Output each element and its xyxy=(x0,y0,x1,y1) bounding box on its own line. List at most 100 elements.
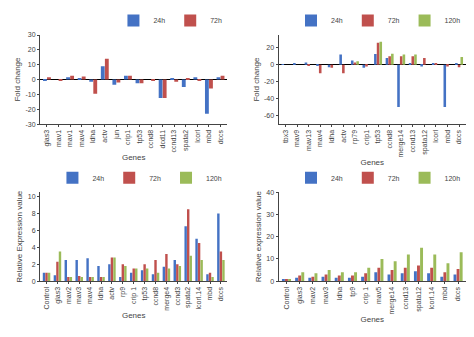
svg-text:mbd: mbd xyxy=(444,130,451,144)
svg-text:Control: Control xyxy=(43,286,50,309)
svg-text:120h: 120h xyxy=(206,175,222,182)
svg-text:dccs: dccs xyxy=(217,286,224,301)
svg-text:glas3: glas3 xyxy=(43,130,51,147)
svg-text:ldha: ldha xyxy=(328,130,335,143)
svg-text:-40: -40 xyxy=(264,95,274,102)
svg-text:-20: -20 xyxy=(25,106,35,113)
svg-text:ccnd8: ccnd8 xyxy=(147,130,154,149)
svg-text:mav13: mav13 xyxy=(305,130,312,151)
svg-text:lcorl.14: lcorl.14 xyxy=(428,287,435,310)
svg-text:glas3: glas3 xyxy=(296,287,304,304)
svg-text:20: 20 xyxy=(266,233,274,240)
svg-text:actv: actv xyxy=(108,286,115,299)
svg-text:ldha: ldha xyxy=(89,130,96,143)
svg-text:0: 0 xyxy=(32,76,36,83)
svg-text:Fold change: Fold change xyxy=(13,57,22,102)
svg-text:24h: 24h xyxy=(92,175,104,182)
svg-text:actv: actv xyxy=(101,129,108,142)
svg-text:10: 10 xyxy=(266,255,274,262)
svg-text:glas3: glas3 xyxy=(54,287,62,304)
svg-text:mbd: mbd xyxy=(441,287,448,301)
svg-text:merge14: merge14 xyxy=(388,287,396,315)
svg-text:mbd: mbd xyxy=(205,130,212,144)
svg-text:-60: -60 xyxy=(264,112,274,119)
svg-text:spata2: spata2 xyxy=(184,287,192,308)
svg-text:-10: -10 xyxy=(25,91,35,98)
svg-text:ccnd13: ccnd13 xyxy=(409,130,416,153)
svg-text:tp53: tp53 xyxy=(141,287,149,301)
svg-text:tp53: tp53 xyxy=(136,130,144,144)
svg-text:Genes: Genes xyxy=(360,315,384,324)
svg-text:24h: 24h xyxy=(153,17,165,24)
svg-text:72h: 72h xyxy=(210,17,222,24)
svg-text:crip 1: crip 1 xyxy=(130,287,138,304)
svg-text:ccnd8: ccnd8 xyxy=(386,130,393,149)
svg-text:Relative expression value: Relative expression value xyxy=(254,191,263,283)
svg-text:mav5: mav5 xyxy=(375,287,382,304)
svg-text:merge14: merge14 xyxy=(397,130,405,158)
svg-text:tbx3: tbx3 xyxy=(282,130,289,143)
svg-text:ldha: ldha xyxy=(336,287,343,300)
svg-text:72h: 72h xyxy=(388,175,400,182)
svg-text:-20: -20 xyxy=(264,78,274,85)
svg-text:Control: Control xyxy=(283,286,290,309)
svg-text:dccs: dccs xyxy=(455,129,462,144)
svg-text:ldha: ldha xyxy=(97,287,104,300)
svg-text:rp9: rp9 xyxy=(119,287,127,297)
svg-text:30: 30 xyxy=(266,211,274,218)
svg-text:mav4: mav4 xyxy=(316,130,323,147)
svg-text:spata2: spata2 xyxy=(182,130,190,151)
svg-text:Genes: Genes xyxy=(360,158,384,167)
svg-text:mav1: mav1 xyxy=(66,130,73,147)
svg-text:0: 0 xyxy=(270,61,274,68)
svg-text:mav4: mav4 xyxy=(86,287,93,304)
svg-text:20: 20 xyxy=(28,46,36,53)
svg-text:72h: 72h xyxy=(149,175,161,182)
svg-text:4: 4 xyxy=(32,244,36,251)
svg-text:ccnd13: ccnd13 xyxy=(170,130,177,153)
svg-text:30: 30 xyxy=(28,31,36,38)
svg-text:0: 0 xyxy=(32,278,36,285)
svg-text:ccnd8: ccnd8 xyxy=(152,287,159,306)
svg-text:crip1: crip1 xyxy=(124,130,132,145)
svg-text:72h: 72h xyxy=(388,17,400,24)
svg-text:10: 10 xyxy=(28,193,36,200)
svg-text:tp53: tp53 xyxy=(374,130,382,144)
svg-text:mav3: mav3 xyxy=(76,287,83,304)
svg-text:10: 10 xyxy=(28,61,36,68)
svg-text:dccs: dccs xyxy=(217,129,224,144)
svg-text:mav1: mav1 xyxy=(55,130,62,147)
svg-text:ccnd13: ccnd13 xyxy=(402,287,409,310)
svg-text:2: 2 xyxy=(32,261,36,268)
svg-text:actv: actv xyxy=(340,129,347,142)
svg-text:merge4: merge4 xyxy=(163,287,171,311)
svg-text:Fold change: Fold change xyxy=(252,57,261,102)
svg-text:mav2: mav2 xyxy=(65,287,72,304)
svg-text:Relative Expression value: Relative Expression value xyxy=(16,190,25,283)
svg-text:mav3: mav3 xyxy=(322,287,329,304)
svg-text:dccs: dccs xyxy=(454,286,461,301)
svg-text:lcorl: lcorl xyxy=(194,129,201,142)
svg-text:mav9: mav9 xyxy=(293,130,300,147)
svg-text:tp9: tp9 xyxy=(349,287,357,297)
svg-text:lcorl.14: lcorl.14 xyxy=(195,287,202,310)
svg-text:6: 6 xyxy=(32,227,36,234)
svg-text:crip1: crip1 xyxy=(363,130,371,145)
svg-text:Genes: Genes xyxy=(122,311,146,320)
svg-text:spata12: spata12 xyxy=(421,130,429,155)
svg-text:rp79: rp79 xyxy=(351,130,359,144)
svg-text:lcorl: lcorl xyxy=(432,129,439,142)
svg-text:40: 40 xyxy=(266,189,274,196)
svg-text:dcd11: dcd11 xyxy=(159,130,166,149)
svg-text:120h: 120h xyxy=(445,17,461,24)
svg-text:20: 20 xyxy=(266,44,274,51)
svg-text:0: 0 xyxy=(270,278,274,285)
svg-text:8: 8 xyxy=(32,210,36,217)
svg-text:jun: jun xyxy=(113,130,121,140)
svg-text:24h: 24h xyxy=(331,17,343,24)
svg-text:120h: 120h xyxy=(445,175,461,182)
svg-text:mbd: mbd xyxy=(206,287,213,301)
svg-text:24h: 24h xyxy=(331,175,343,182)
svg-text:-30: -30 xyxy=(25,121,35,128)
svg-text:mav4: mav4 xyxy=(78,130,85,147)
